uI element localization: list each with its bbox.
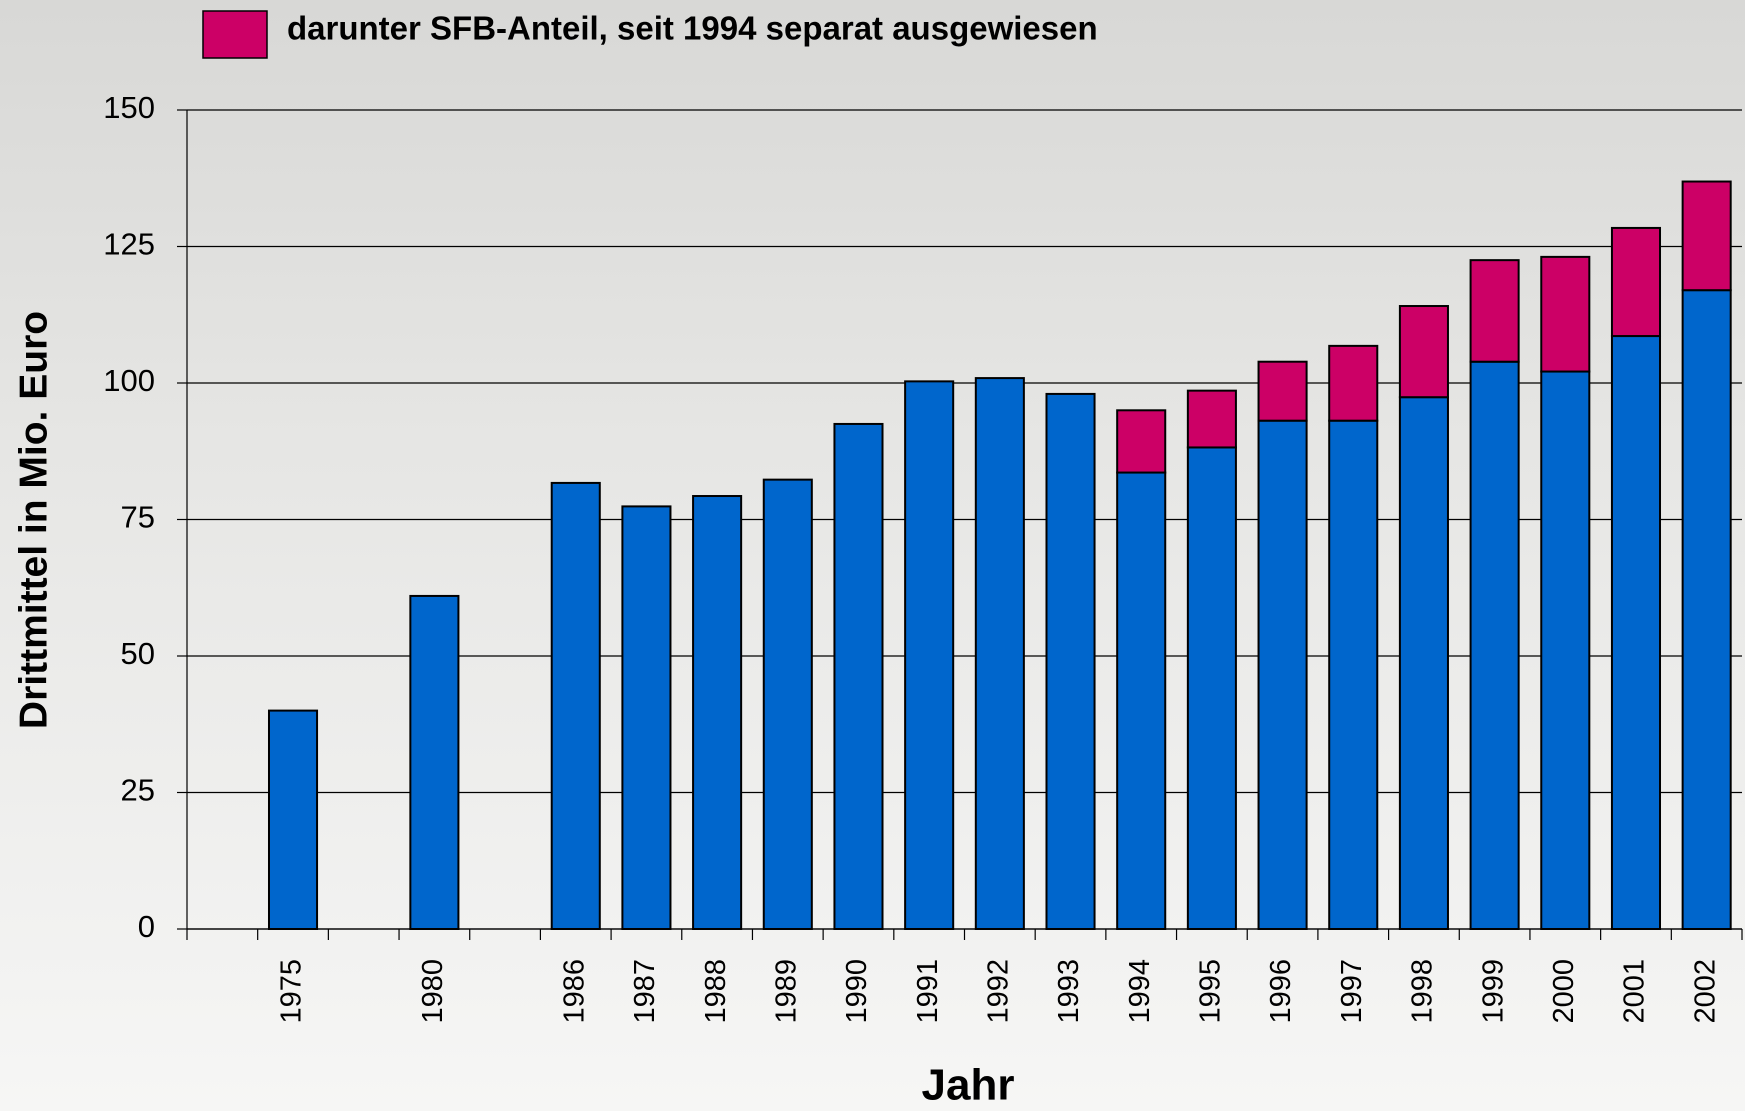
bar <box>409 594 460 930</box>
x-tick-label: 1998 <box>1407 959 1439 1024</box>
x-tick-label: 1988 <box>700 959 732 1024</box>
bar <box>762 478 813 930</box>
bar <box>1540 370 1591 930</box>
x-tick-label: 1996 <box>1265 959 1297 1024</box>
y-tick-label: 25 <box>121 773 155 808</box>
bar <box>833 422 884 930</box>
bar <box>974 377 1025 930</box>
x-tick-label: 1993 <box>1053 959 1085 1024</box>
y-tick-label: 150 <box>103 90 155 125</box>
bar <box>1116 471 1167 930</box>
bar <box>621 505 672 930</box>
y-tick-label: 50 <box>121 636 155 671</box>
bar <box>1681 180 1732 292</box>
bar <box>1257 360 1308 422</box>
x-tick-label: 1989 <box>770 959 802 1024</box>
x-tick-label: 1991 <box>912 959 944 1024</box>
bar <box>1328 419 1379 930</box>
y-tick-label: 100 <box>103 363 155 398</box>
y-axis-label: Drittmittel in Mio. Euro <box>12 311 55 729</box>
x-axis-label: Jahr <box>922 1061 1015 1110</box>
bar <box>1469 259 1520 363</box>
bar <box>1045 392 1096 931</box>
bar <box>692 495 743 930</box>
x-tick-label: 1980 <box>417 959 449 1024</box>
y-tick-label: 0 <box>138 909 155 944</box>
bar <box>1116 409 1167 474</box>
legend-swatch <box>202 10 268 59</box>
x-tick-label: 1997 <box>1336 959 1368 1024</box>
x-tick-label: 2002 <box>1689 959 1721 1024</box>
y-tick-label: 125 <box>103 227 155 262</box>
x-tick-label: 1987 <box>629 959 661 1024</box>
bar <box>1610 335 1662 930</box>
x-tick-label: 2001 <box>1619 959 1651 1024</box>
bar <box>550 481 601 930</box>
bar <box>1398 396 1449 931</box>
x-tick-label: 1992 <box>982 959 1014 1024</box>
bar <box>1540 255 1591 373</box>
y-tick-label: 75 <box>121 500 155 535</box>
x-tick-label: 1975 <box>276 959 308 1024</box>
bar <box>1398 305 1449 399</box>
bar <box>1186 446 1237 930</box>
bar <box>1328 344 1379 422</box>
bar <box>1681 289 1732 930</box>
legend-label: darunter SFB-Anteil, seit 1994 separat a… <box>287 10 1098 47</box>
x-tick-label: 1990 <box>841 959 873 1024</box>
bar <box>904 380 955 930</box>
x-tick-label: 1999 <box>1477 959 1509 1024</box>
x-tick-label: 1994 <box>1124 959 1156 1024</box>
bar <box>267 709 319 930</box>
bar <box>1257 419 1308 930</box>
x-tick-label: 1995 <box>1195 959 1227 1024</box>
bar <box>1610 226 1662 338</box>
x-tick-label: 2000 <box>1548 959 1580 1024</box>
bar <box>1186 389 1237 449</box>
bar <box>1469 360 1520 930</box>
x-tick-label: 1986 <box>558 959 590 1024</box>
